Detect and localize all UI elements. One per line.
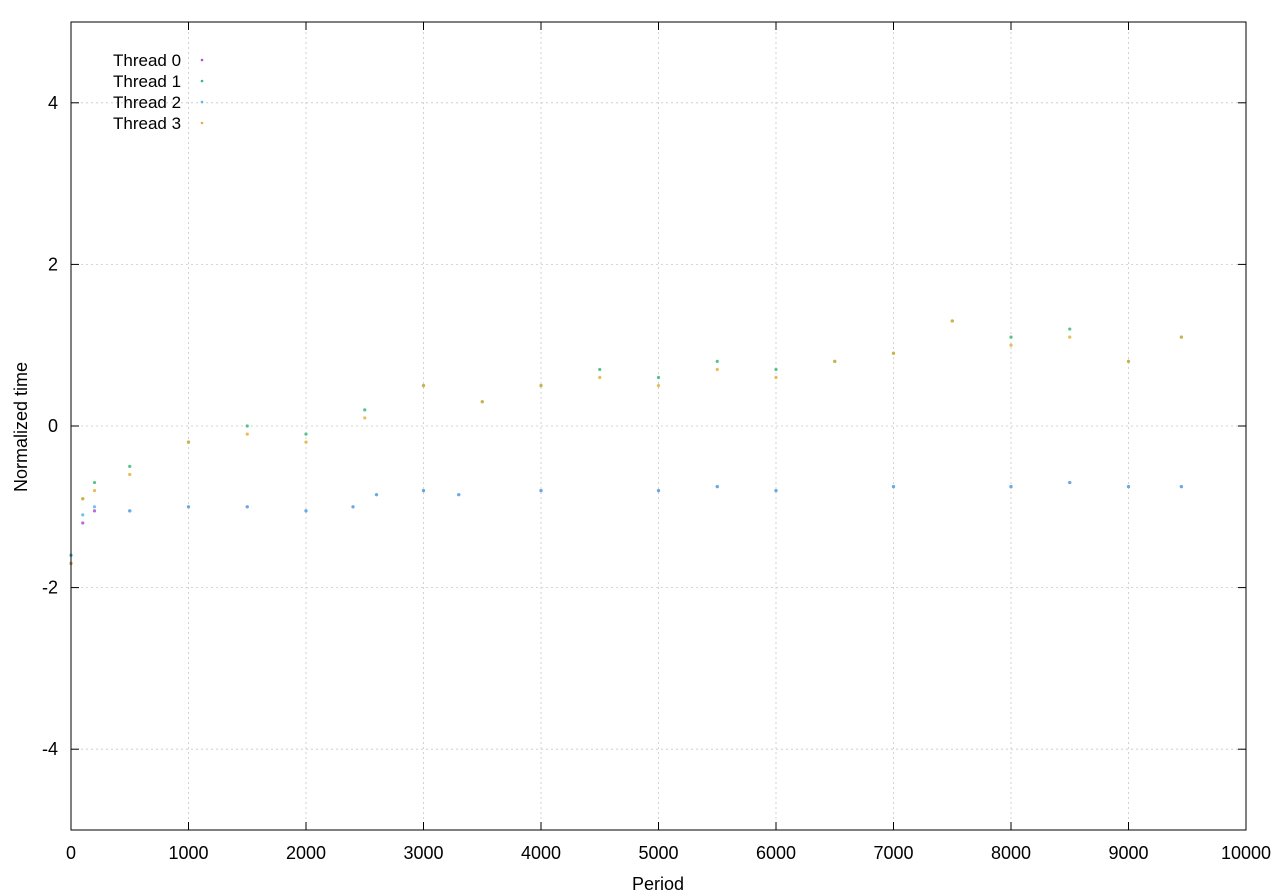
legend-entry-thread-1: Thread 1 bbox=[113, 72, 204, 91]
x-tick-label: 7000 bbox=[873, 843, 913, 863]
x-tick-label: 0 bbox=[66, 843, 76, 863]
data-point bbox=[539, 489, 543, 493]
data-point bbox=[1009, 335, 1013, 339]
legend: Thread 0 Thread 1 Thread 2 Thread 3 bbox=[113, 51, 204, 133]
x-tick-label: 10000 bbox=[1221, 843, 1271, 863]
legend-label-thread-3: Thread 3 bbox=[113, 114, 181, 133]
legend-entry-thread-3: Thread 3 bbox=[113, 114, 204, 133]
x-tick-label: 4000 bbox=[521, 843, 561, 863]
data-point bbox=[598, 375, 602, 380]
legend-marker-thread-1 bbox=[200, 79, 204, 83]
data-point bbox=[1126, 485, 1131, 489]
x-tick-label: 2000 bbox=[286, 843, 326, 863]
data-point bbox=[92, 480, 97, 485]
data-point bbox=[715, 367, 719, 372]
data-point bbox=[715, 359, 719, 363]
data-point bbox=[128, 464, 132, 468]
data-point bbox=[245, 505, 249, 509]
data-point bbox=[774, 375, 778, 380]
data-point bbox=[656, 489, 661, 493]
x-tick-label: 1000 bbox=[168, 843, 208, 863]
legend-entry-thread-2: Thread 2 bbox=[113, 93, 204, 112]
data-point bbox=[245, 432, 249, 436]
data-point bbox=[351, 505, 355, 509]
series-thread-0 bbox=[69, 480, 1183, 565]
legend-entry-thread-0: Thread 0 bbox=[113, 51, 204, 70]
x-tick-label: 6000 bbox=[756, 843, 796, 863]
data-point bbox=[92, 505, 97, 509]
data-point bbox=[128, 509, 132, 513]
data-point bbox=[891, 485, 896, 489]
data-point bbox=[374, 493, 379, 497]
data-point bbox=[304, 509, 308, 513]
data-point bbox=[81, 521, 85, 525]
series-thread-1 bbox=[69, 319, 1183, 557]
data-point bbox=[656, 375, 661, 380]
data-point bbox=[92, 509, 97, 513]
legend-label-thread-1: Thread 1 bbox=[113, 72, 181, 91]
y-tick-label: 2 bbox=[48, 254, 58, 274]
data-point bbox=[1179, 335, 1183, 339]
legend-label-thread-2: Thread 2 bbox=[113, 93, 181, 112]
x-tick-label: 3000 bbox=[403, 843, 443, 863]
data-point bbox=[715, 485, 719, 489]
data-point bbox=[1068, 335, 1072, 339]
data-point bbox=[186, 440, 191, 444]
legend-marker-thread-3 bbox=[200, 121, 204, 125]
x-tick-label: 5000 bbox=[638, 843, 678, 863]
y-tick-label: 4 bbox=[48, 93, 58, 113]
data-point bbox=[304, 440, 308, 444]
data-point bbox=[457, 493, 461, 497]
y-tick-label: 0 bbox=[48, 416, 58, 436]
data-point bbox=[598, 367, 602, 372]
data-point bbox=[539, 384, 543, 388]
x-tick-label: 9000 bbox=[1108, 843, 1148, 863]
y-tick-label: -4 bbox=[42, 739, 58, 759]
scatter-points bbox=[69, 319, 1183, 565]
data-point bbox=[92, 489, 97, 493]
legend-marker-thread-0 bbox=[200, 58, 204, 62]
tick-labels: 0 1000 2000 3000 4000 5000 6000 7000 8000 9000 100… bbox=[42, 93, 1271, 863]
data-point bbox=[81, 513, 85, 517]
data-point bbox=[833, 359, 837, 363]
x-axis-label: Period bbox=[632, 874, 684, 894]
data-point bbox=[1068, 327, 1072, 331]
data-point bbox=[363, 416, 367, 420]
data-point bbox=[774, 367, 778, 372]
data-point bbox=[304, 432, 308, 436]
data-point bbox=[128, 472, 132, 477]
data-point bbox=[480, 400, 484, 404]
data-point bbox=[950, 319, 954, 323]
y-tick-label: -2 bbox=[42, 578, 58, 598]
data-point bbox=[186, 505, 191, 509]
series-thread-2 bbox=[69, 480, 1183, 557]
data-point bbox=[1009, 485, 1013, 489]
series-thread-3 bbox=[69, 319, 1183, 565]
axis-ticks bbox=[70, 22, 1247, 830]
data-point bbox=[81, 497, 85, 501]
data-point bbox=[1068, 480, 1072, 485]
data-point bbox=[1179, 485, 1183, 489]
data-point bbox=[421, 489, 426, 493]
legend-label-thread-0: Thread 0 bbox=[113, 51, 181, 70]
data-point bbox=[1126, 359, 1131, 363]
data-point bbox=[421, 384, 426, 388]
data-point bbox=[1009, 343, 1013, 347]
grid-lines bbox=[71, 22, 1246, 830]
data-point bbox=[245, 424, 249, 428]
data-point bbox=[363, 408, 367, 412]
data-point bbox=[774, 489, 778, 493]
legend-marker-thread-2 bbox=[200, 100, 204, 104]
x-tick-label: 8000 bbox=[991, 843, 1031, 863]
y-axis-label: Normalized time bbox=[11, 362, 31, 492]
data-point bbox=[891, 351, 896, 355]
data-point bbox=[656, 384, 661, 388]
